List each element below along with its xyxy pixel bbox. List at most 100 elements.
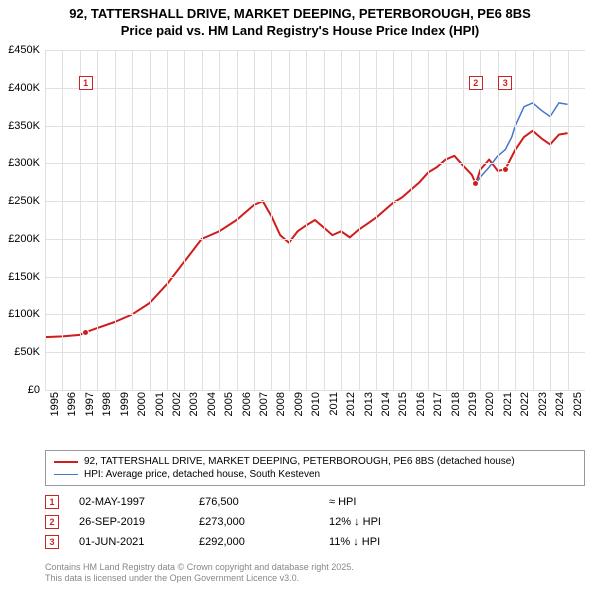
x-axis-tick-label: 2016 — [415, 392, 427, 416]
gridline-vertical — [446, 50, 447, 390]
x-axis-tick-label: 2022 — [519, 392, 531, 416]
x-axis-tick-label: 2023 — [537, 392, 549, 416]
gridline-vertical — [219, 50, 220, 390]
x-axis-tick-label: 2015 — [397, 392, 409, 416]
gridline-vertical — [393, 50, 394, 390]
x-axis-tick-label: 2008 — [275, 392, 287, 416]
gridline-vertical — [45, 50, 46, 390]
y-axis-tick-label: £300K — [0, 157, 40, 169]
legend-item: HPI: Average price, detached house, Sout… — [54, 468, 576, 481]
gridline-vertical — [533, 50, 534, 390]
gridline-vertical — [359, 50, 360, 390]
sale-row: 226-SEP-2019£273,00012% ↓ HPI — [45, 515, 409, 529]
footer-attribution: Contains HM Land Registry data © Crown c… — [45, 562, 354, 584]
sale-row-price: £273,000 — [199, 516, 309, 528]
gridline-vertical — [254, 50, 255, 390]
gridline-vertical — [150, 50, 151, 390]
x-axis-tick-label: 2020 — [484, 392, 496, 416]
gridline-horizontal — [45, 314, 585, 315]
gridline-vertical — [167, 50, 168, 390]
x-axis-tick-label: 2013 — [363, 392, 375, 416]
y-axis-tick-label: £0 — [0, 384, 40, 396]
sale-row-marker: 1 — [45, 495, 59, 509]
x-axis-tick-label: 1997 — [84, 392, 96, 416]
legend-swatch — [54, 474, 78, 476]
y-axis-tick-label: £200K — [0, 233, 40, 245]
x-axis-tick-label: 2024 — [554, 392, 566, 416]
chart-lines — [45, 50, 585, 390]
y-axis-tick-label: £150K — [0, 271, 40, 283]
sales-table: 102-MAY-1997£76,500≈ HPI226-SEP-2019£273… — [45, 495, 409, 555]
legend-swatch — [54, 461, 78, 463]
gridline-vertical — [202, 50, 203, 390]
x-axis-tick-label: 2002 — [171, 392, 183, 416]
gridline-vertical — [306, 50, 307, 390]
sale-row: 301-JUN-2021£292,00011% ↓ HPI — [45, 535, 409, 549]
gridline-vertical — [324, 50, 325, 390]
x-axis-tick-label: 2010 — [310, 392, 322, 416]
x-axis-tick-label: 2007 — [258, 392, 270, 416]
x-axis-tick-label: 1995 — [49, 392, 61, 416]
gridline-horizontal — [45, 352, 585, 353]
gridline-vertical — [411, 50, 412, 390]
footer-line-2: This data is licensed under the Open Gov… — [45, 573, 354, 584]
sale-row-hpi: 12% ↓ HPI — [329, 516, 409, 528]
gridline-vertical — [80, 50, 81, 390]
y-axis-tick-label: £350K — [0, 120, 40, 132]
sale-marker-1: 1 — [79, 76, 93, 90]
y-axis-tick-label: £100K — [0, 308, 40, 320]
chart-area: £0£50K£100K£150K£200K£250K£300K£350K£400… — [45, 50, 585, 420]
x-axis-tick-label: 2019 — [467, 392, 479, 416]
x-axis-tick-label: 2009 — [293, 392, 305, 416]
x-axis-tick-label: 2006 — [241, 392, 253, 416]
gridline-vertical — [498, 50, 499, 390]
sale-row-price: £76,500 — [199, 496, 309, 508]
sale-row-date: 02-MAY-1997 — [79, 496, 179, 508]
sale-marker-3: 3 — [498, 76, 512, 90]
gridline-vertical — [132, 50, 133, 390]
x-axis-tick-label: 2025 — [572, 392, 584, 416]
x-axis-tick-label: 2005 — [223, 392, 235, 416]
legend: 92, TATTERSHALL DRIVE, MARKET DEEPING, P… — [45, 450, 585, 486]
title-line-1: 92, TATTERSHALL DRIVE, MARKET DEEPING, P… — [0, 6, 600, 23]
x-axis-tick-label: 2014 — [380, 392, 392, 416]
gridline-vertical — [376, 50, 377, 390]
gridline-vertical — [97, 50, 98, 390]
sale-row-hpi: 11% ↓ HPI — [329, 536, 409, 548]
y-axis-tick-label: £400K — [0, 82, 40, 94]
gridline-vertical — [428, 50, 429, 390]
chart-title: 92, TATTERSHALL DRIVE, MARKET DEEPING, P… — [0, 0, 600, 40]
x-axis-tick-label: 2003 — [188, 392, 200, 416]
sale-row: 102-MAY-1997£76,500≈ HPI — [45, 495, 409, 509]
title-line-2: Price paid vs. HM Land Registry's House … — [0, 23, 600, 40]
legend-label: HPI: Average price, detached house, Sout… — [84, 469, 320, 480]
gridline-vertical — [62, 50, 63, 390]
sale-point-3 — [502, 166, 509, 173]
y-axis-tick-label: £450K — [0, 44, 40, 56]
gridline-vertical — [515, 50, 516, 390]
x-axis-tick-label: 2018 — [450, 392, 462, 416]
gridline-horizontal — [45, 239, 585, 240]
legend-label: 92, TATTERSHALL DRIVE, MARKET DEEPING, P… — [84, 456, 515, 467]
series-line-hpi — [476, 103, 568, 184]
sale-row-marker: 3 — [45, 535, 59, 549]
gridline-vertical — [271, 50, 272, 390]
gridline-vertical — [184, 50, 185, 390]
x-axis-tick-label: 2000 — [136, 392, 148, 416]
gridline-horizontal — [45, 163, 585, 164]
sale-row-date: 01-JUN-2021 — [79, 536, 179, 548]
x-axis-tick-label: 1996 — [66, 392, 78, 416]
gridline-vertical — [341, 50, 342, 390]
gridline-vertical — [480, 50, 481, 390]
sale-row-date: 26-SEP-2019 — [79, 516, 179, 528]
x-axis-tick-label: 2004 — [206, 392, 218, 416]
gridline-vertical — [237, 50, 238, 390]
sale-marker-2: 2 — [469, 76, 483, 90]
gridline-vertical — [115, 50, 116, 390]
gridline-vertical — [289, 50, 290, 390]
x-axis-tick-label: 2001 — [154, 392, 166, 416]
footer-line-1: Contains HM Land Registry data © Crown c… — [45, 562, 354, 573]
gridline-horizontal — [45, 126, 585, 127]
plot-region: £0£50K£100K£150K£200K£250K£300K£350K£400… — [45, 50, 585, 390]
legend-item: 92, TATTERSHALL DRIVE, MARKET DEEPING, P… — [54, 455, 576, 468]
